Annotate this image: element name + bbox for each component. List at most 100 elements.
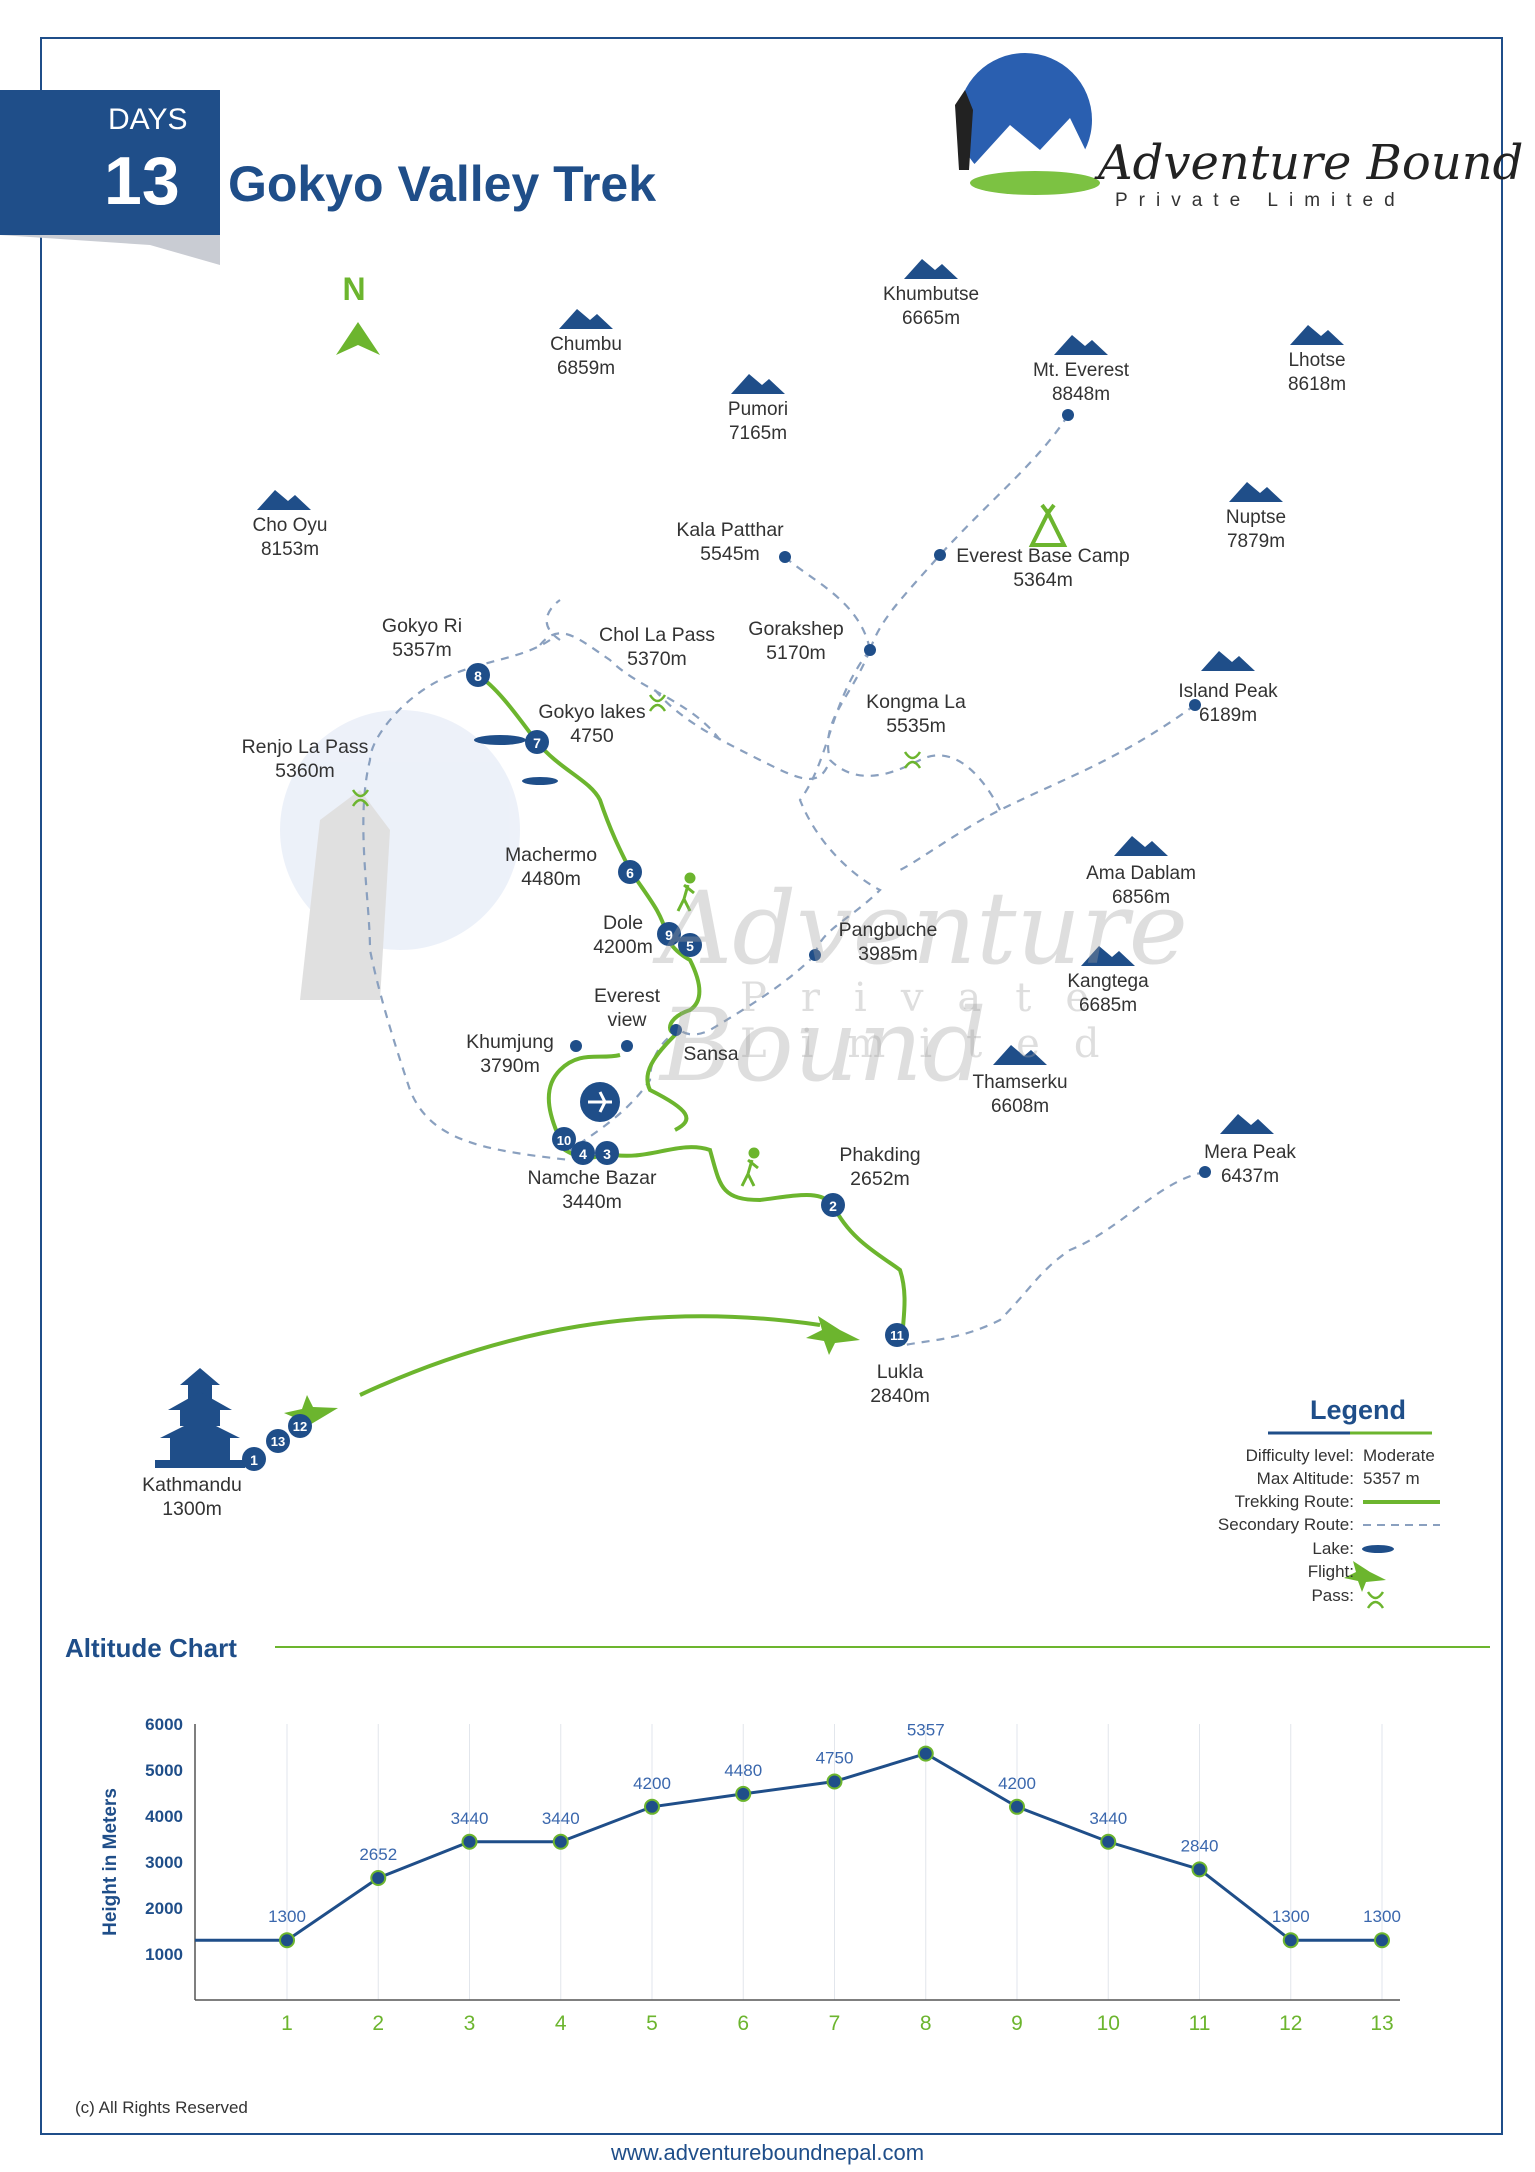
place-label: Khumjung 3790m: [466, 1031, 554, 1077]
day-marker-4: 4: [579, 1146, 587, 1162]
chart-point: [826, 1773, 843, 1790]
day-marker-12: 12: [293, 1419, 307, 1434]
days-count: 13: [104, 143, 180, 219]
chart-data-label: 4480: [724, 1761, 762, 1780]
brand-subtitle: Private Limited: [1115, 190, 1406, 211]
legend-title: Legend: [1310, 1395, 1407, 1425]
chart-x-tick-label: 2: [372, 2012, 384, 2035]
day-marker-10: 10: [557, 1133, 571, 1148]
place-label: Gokyo Ri 5357m: [381, 615, 463, 661]
place-label: Kongma La 5535m: [866, 691, 966, 737]
place-label: Everest view: [593, 985, 661, 1031]
chart-point: [461, 1833, 478, 1850]
legend-pass-symbol: [1366, 1591, 1385, 1609]
chart-series-line: [195, 1751, 1382, 1942]
chart-point: [370, 1870, 387, 1887]
chart-x-tick-label: 1: [281, 2012, 293, 2035]
chart-data-label: 3440: [542, 1809, 580, 1828]
place-label: Machermo 4480m: [504, 844, 598, 890]
legend-key: Secondary Route:: [1217, 1515, 1354, 1534]
day-marker-7: 7: [533, 735, 541, 751]
chart-data-label: 4200: [998, 1774, 1036, 1793]
chart-y-tick-label: 5000: [145, 1761, 183, 1780]
legend-key: Lake:: [1312, 1539, 1354, 1558]
place-label: Chol La Pass 5370m: [599, 624, 715, 670]
page-title: Gokyo Valley Trek: [228, 156, 657, 212]
chart-x-tick-label: 4: [555, 2012, 567, 2035]
website-link[interactable]: www.adventureboundnepal.com: [610, 2140, 925, 2165]
chart-point: [279, 1932, 295, 1949]
chart-data-label: 1300: [1272, 1907, 1310, 1926]
chart-data-label: 4750: [816, 1749, 854, 1768]
legend-lake-symbol: [1362, 1545, 1394, 1553]
place-dots: [570, 409, 1211, 1178]
chart-point: [1374, 1932, 1390, 1949]
brand-logo-icon: [955, 53, 1100, 195]
chart-point: [735, 1785, 752, 1802]
chart-y-tick-label: 6000: [145, 1715, 183, 1734]
chart-y-axis-label: Height in Meters: [100, 1788, 121, 1936]
place-label: Dole 4200m: [593, 912, 653, 958]
chart-point: [1100, 1833, 1117, 1850]
watermark-text: Adventure Bound: [660, 870, 1188, 1104]
brand-name: Adventure Bound: [1098, 135, 1524, 191]
chart-x-tick-label: 6: [737, 2012, 749, 2035]
chart-x-tick-label: 8: [920, 2012, 932, 2035]
chart-point: [644, 1798, 660, 1815]
chart-x-tick-label: 7: [829, 2012, 841, 2035]
chart-data-label: 5357: [907, 1721, 945, 1740]
chart-point: [1191, 1861, 1208, 1878]
chart-point: [1009, 1798, 1025, 1815]
place-label: Pangbuche 3985m: [838, 919, 938, 965]
place-label: Namche Bazar 3440m: [527, 1167, 657, 1213]
place-label: Everest Base Camp 5364m: [956, 545, 1130, 591]
chart-y-tick-label: 1000: [145, 1945, 183, 1964]
peak-label: Island Peak 6189m: [1178, 681, 1278, 726]
peak-label: Thamserku 6608m: [972, 1072, 1068, 1117]
chart-y-tick-label: 2000: [145, 1899, 183, 1918]
watermark-icon: [280, 710, 520, 1000]
place-label: Gokyo lakes 4750: [538, 701, 646, 747]
flight-icons: [284, 1316, 860, 1433]
day-markers: 1 2 3 4 5 6 7 8 9 10 11 12 13: [242, 663, 909, 1471]
day-marker-8: 8: [474, 668, 482, 684]
peak-label: Kangtega 6685m: [1067, 971, 1149, 1016]
chart-point: [552, 1833, 569, 1850]
north-arrow-icon: [336, 322, 380, 355]
days-badge-shadow: [0, 235, 220, 265]
chart-y-tick-label: 4000: [145, 1807, 183, 1826]
peak-label: Nuptse 7879m: [1225, 507, 1287, 552]
chart-x-tick-label: 10: [1097, 2012, 1120, 2035]
chart-data-label: 2840: [1181, 1836, 1219, 1855]
compass-north-label: N: [342, 271, 366, 307]
kathmandu-temple-icon: [155, 1368, 245, 1468]
chart-data-label: 1300: [1363, 1907, 1401, 1926]
chart-data-label: 3440: [1089, 1809, 1127, 1828]
hiker-icons: [676, 872, 760, 1187]
day-marker-6: 6: [626, 865, 634, 881]
chart-y-tick-label: 3000: [145, 1853, 183, 1872]
legend-key: Pass:: [1311, 1586, 1354, 1605]
legend-value: Moderate: [1363, 1446, 1435, 1465]
legend-flight-symbol: [1344, 1561, 1386, 1592]
chart-data-label: 3440: [451, 1809, 489, 1828]
base-camp-tent-icon: [1028, 503, 1068, 547]
chart-data-label: 1300: [268, 1907, 306, 1926]
secondary-routes: [362, 414, 1206, 1347]
place-label: Lukla 2840m: [870, 1361, 930, 1407]
day-marker-11: 11: [890, 1328, 904, 1343]
peak-icons: [257, 259, 1344, 1134]
place-label: Gorakshep 5170m: [748, 618, 844, 664]
page-frame: [40, 37, 1503, 2135]
place-label: Kala Patthar 5545m: [676, 519, 784, 565]
legend-key: Max Altitude:: [1256, 1469, 1354, 1488]
days-label: DAYS: [108, 103, 188, 136]
copyright-text: (c) All Rights Reserved: [75, 2098, 248, 2117]
peak-label: Ama Dablam 6856m: [1086, 863, 1196, 908]
chart-data-label: 4200: [633, 1774, 671, 1793]
place-label: Renjo La Pass 5360m: [241, 736, 369, 782]
place-label: Sansa: [683, 1043, 739, 1065]
chart-data-label: 2652: [359, 1845, 397, 1864]
